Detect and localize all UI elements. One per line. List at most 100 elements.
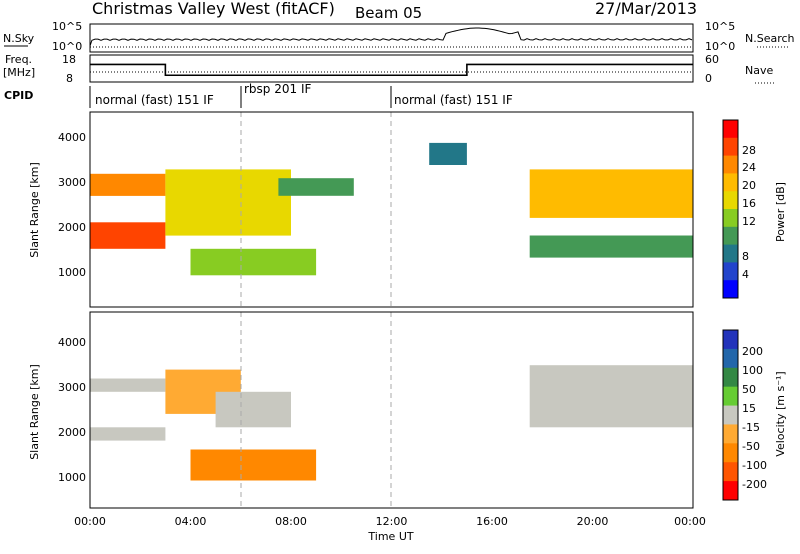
velocity-cbar-tick: -200 <box>742 478 767 491</box>
velocity-marks <box>90 365 693 481</box>
date-label: 27/Mar/2013 <box>595 0 697 18</box>
xtick-label: 20:00 <box>577 515 609 528</box>
velocity-ytick-label: 3000 <box>58 381 86 394</box>
power-marks <box>90 142 693 276</box>
power-cbar-swatch <box>723 244 738 263</box>
cpid-row: CPID normal (fast) 151 IF rbsp 201 IF no… <box>4 82 513 108</box>
velocity-cbar-tick: -15 <box>742 421 760 434</box>
velocity-cbar-swatch <box>723 443 738 463</box>
power-region <box>190 248 317 276</box>
power-ytick-label: 4000 <box>58 131 86 144</box>
power-region <box>90 173 166 196</box>
velocity-colorbar-frame <box>722 329 739 501</box>
power-region <box>165 169 291 236</box>
power-panel-frame <box>89 111 694 308</box>
xlabel: Time UT <box>367 530 413 543</box>
xtick-label: 00:00 <box>674 515 706 528</box>
velocity-cbar-tick: 200 <box>742 345 763 358</box>
power-region <box>90 222 166 249</box>
velocity-cbar-tick: 100 <box>742 364 763 377</box>
velocity-cbar-swatch <box>723 462 738 482</box>
velocity-region <box>529 365 693 428</box>
velocity-region <box>215 391 291 428</box>
power-cbar-tick: 4 <box>742 268 749 281</box>
power-cbar-label: Power [dB] <box>774 182 787 242</box>
velocity-cbar-swatch <box>723 367 738 388</box>
freq-label-line1: Freq. <box>5 53 32 66</box>
power-cbar-swatch <box>723 137 738 157</box>
noise-panel-frame <box>89 23 694 53</box>
power-region <box>529 169 693 218</box>
velocity-cbar-swatch <box>723 330 738 350</box>
xtick-label: 04:00 <box>175 515 207 528</box>
power-cbar-tick: 8 <box>742 250 749 263</box>
velocity-cbar-swatch <box>723 386 738 407</box>
power-ylabel: Slant Range [km] <box>28 162 41 258</box>
power-ytick-label: 3000 <box>58 176 86 189</box>
station-title: Christmas Valley West (fitACF) <box>92 0 335 18</box>
power-colorbar-frame <box>722 119 739 299</box>
power-cbar-swatch <box>723 191 738 210</box>
noise-search-label: N.Search <box>745 32 795 45</box>
velocity-ytick-label: 2000 <box>58 426 86 439</box>
noise-left-tick-top: 10^5 <box>52 20 82 33</box>
velocity-ylabel: Slant Range [km] <box>28 364 41 460</box>
velocity-region <box>190 449 317 481</box>
velocity-panel: 4000 3000 2000 1000 Slant Range [km] <box>28 311 694 509</box>
x-axis: 00:00 04:00 08:00 12:00 16:00 20:00 00:0… <box>74 515 706 543</box>
freq-label-line2: [MHz] <box>3 66 35 79</box>
beam-label: Beam 05 <box>355 4 422 22</box>
noise-sky-label: N.Sky <box>3 32 35 45</box>
velocity-ytick-label: 1000 <box>58 471 86 484</box>
freq-left-tick-bottom: 8 <box>66 72 73 85</box>
freq-panel-frame <box>89 54 694 83</box>
xtick-label: 00:00 <box>74 515 106 528</box>
velocity-cbar-tick: -100 <box>742 459 767 472</box>
xtick-label: 08:00 <box>275 515 307 528</box>
power-colorbar: 28 24 20 16 12 8 4 Power [dB] <box>722 119 787 299</box>
velocity-cbar-tick: -50 <box>742 440 760 453</box>
freq-left-tick-top: 18 <box>62 53 76 66</box>
noise-sky-line <box>89 27 693 47</box>
power-cbar-swatch <box>723 173 738 192</box>
power-region <box>278 178 354 196</box>
xtick-label: 16:00 <box>476 515 508 528</box>
power-cbar-swatch <box>723 209 738 228</box>
power-cbar-tick: 20 <box>742 179 756 192</box>
velocity-cbar-swatch <box>723 424 738 444</box>
cpid-label: CPID <box>4 89 33 102</box>
power-cbar-swatch <box>723 226 738 246</box>
frequency-line <box>90 63 693 77</box>
noise-left-tick-bottom: 10^0 <box>52 40 82 53</box>
power-region <box>529 235 693 258</box>
power-region <box>429 142 467 165</box>
velocity-cbar-swatch <box>723 405 738 425</box>
velocity-cbar-tick: 15 <box>742 402 756 415</box>
power-ytick-label: 2000 <box>58 221 86 234</box>
xtick-label: 12:00 <box>376 515 408 528</box>
nave-label: Nave <box>745 64 773 77</box>
power-panel: 4000 3000 2000 1000 Slant Range [km] <box>28 111 694 308</box>
cpid-segment-label: normal (fast) 151 IF <box>95 93 214 107</box>
power-cbar-swatch <box>723 120 738 139</box>
power-cbar-tick: 16 <box>742 197 756 210</box>
velocity-cbar-label: Velocity [m s⁻¹] <box>774 371 787 456</box>
power-cbar-swatch <box>723 280 738 299</box>
cpid-segment-label: normal (fast) 151 IF <box>394 93 513 107</box>
noise-right-tick-top: 10^5 <box>705 20 735 33</box>
velocity-cbar-tick: 50 <box>742 383 756 396</box>
freq-panel: Freq. [MHz] 18 8 60 0 Nave <box>3 53 775 85</box>
noise-panel: N.Sky 10^5 10^0 10^5 10^0 N.Search <box>3 20 795 53</box>
power-cbar-tick: 28 <box>742 144 756 157</box>
freq-right-tick-top: 60 <box>705 53 719 66</box>
velocity-panel-frame <box>89 311 694 509</box>
noise-right-tick-bottom: 10^0 <box>705 40 735 53</box>
velocity-cbar-swatch <box>723 481 738 501</box>
power-cbar-swatch <box>723 262 738 281</box>
velocity-ytick-label: 4000 <box>58 336 86 349</box>
power-cbar-swatch <box>723 155 738 174</box>
velocity-cbar-swatch <box>723 348 738 369</box>
power-cbar-tick: 24 <box>742 161 756 174</box>
velocity-region <box>90 427 166 441</box>
